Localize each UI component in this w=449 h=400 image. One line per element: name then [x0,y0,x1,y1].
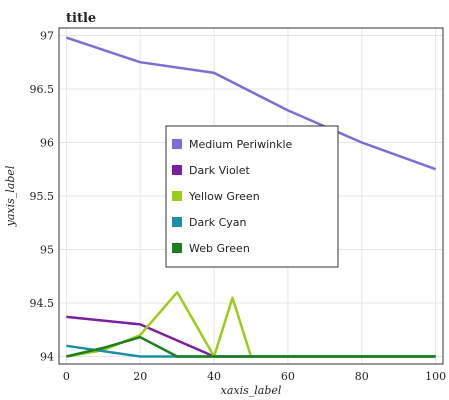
chart-title: title [66,11,96,26]
legend-swatch-yellow-green [172,191,182,201]
legend-swatch-medium-periwinkle [172,139,182,149]
legend-label-dark-violet: Dark Violet [189,164,250,177]
legend-swatch-dark-violet [172,165,182,175]
series-line-dark-violet [66,315,436,358]
x-tick-label: 100 [425,370,446,383]
legend-label-web-green: Web Green [189,242,250,255]
y-tick-label: 94 [40,351,54,364]
x-tick-label: 0 [63,370,70,383]
x-tick-label: 60 [281,370,295,383]
x-tick-label: 40 [207,370,221,383]
x-axis-ticks: 0 20 40 60 80 100 [63,370,446,383]
legend-label-medium-periwinkle: Medium Periwinkle [189,138,293,151]
x-axis-label: xaxis_label [221,384,282,397]
y-tick-label: 97 [40,29,54,42]
y-tick-label: 96.5 [30,83,55,96]
legend-swatch-dark-cyan [172,217,182,227]
series-line-medium-periwinkle [66,36,437,171]
plot-frame [58,27,444,365]
legend-label-yellow-green: Yellow Green [188,190,260,203]
legend-swatch-web-green [172,243,182,253]
x-tick-label: 80 [355,370,369,383]
y-tick-label: 94.5 [30,297,55,310]
legend-label-dark-cyan: Dark Cyan [189,216,247,229]
series-lines [66,36,437,358]
legend: Medium Periwinkle Dark Violet Yellow Green… [165,125,339,268]
y-tick-label: 95.5 [30,190,55,203]
series-line-yellow-green [66,291,436,358]
y-axis-label: yaxis_label [4,165,17,227]
x-tick-label: 20 [133,370,147,383]
y-tick-label: 96 [40,136,54,149]
series-line-web-green [66,335,436,358]
y-tick-label: 95 [40,244,54,257]
legend-box [165,125,339,268]
y-axis-ticks: 94 94.5 95 95.5 96 96.5 97 [30,29,55,363]
